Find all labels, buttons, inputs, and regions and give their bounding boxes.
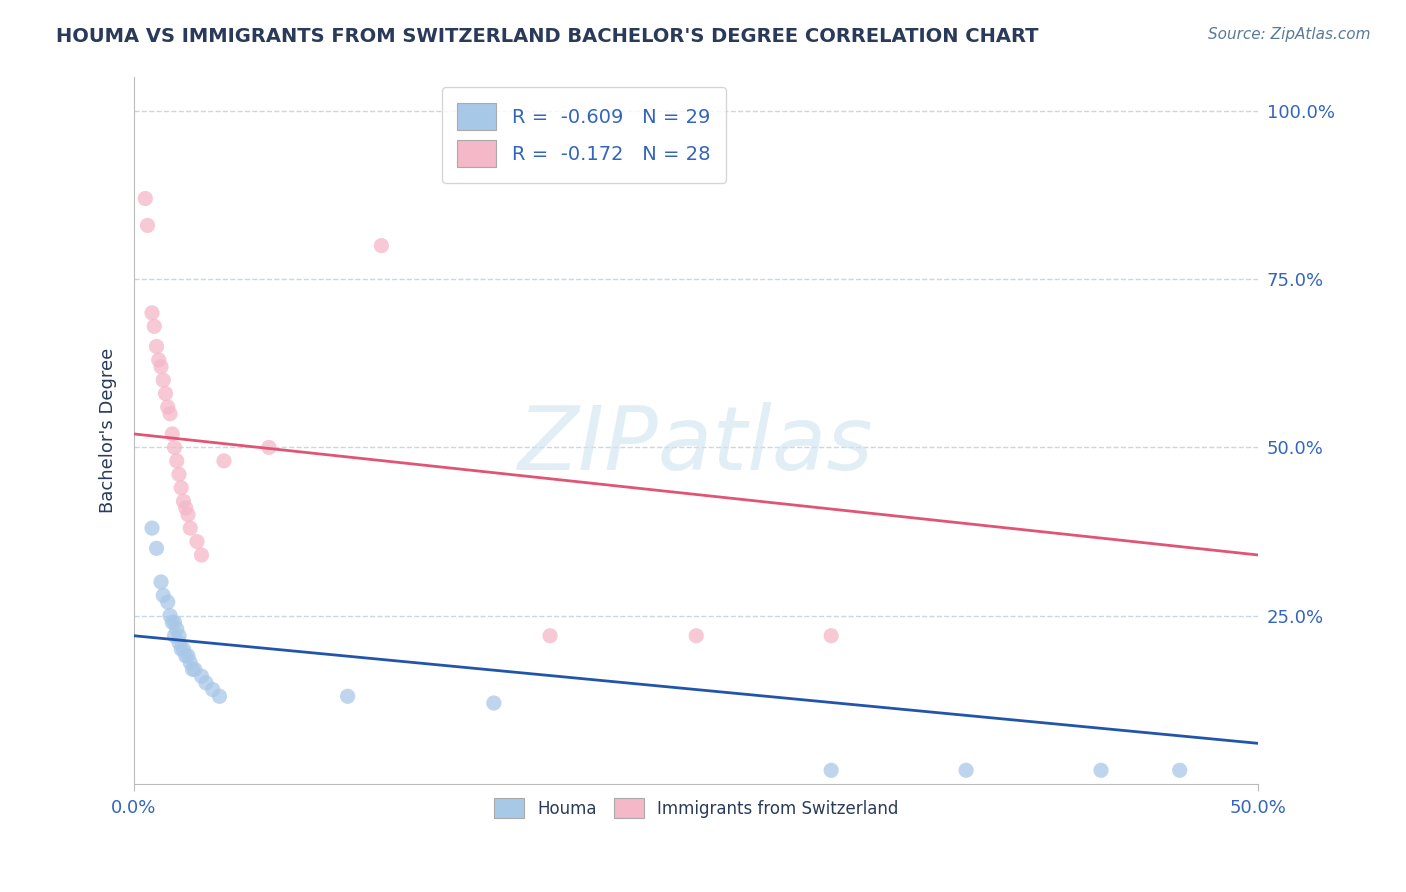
Point xyxy=(170,642,193,657)
Point xyxy=(336,690,359,704)
Point xyxy=(150,574,173,589)
Point xyxy=(685,629,707,643)
Point xyxy=(482,696,505,710)
Y-axis label: Bachelor's Degree: Bachelor's Degree xyxy=(100,348,117,513)
Text: HOUMA VS IMMIGRANTS FROM SWITZERLAND BACHELOR'S DEGREE CORRELATION CHART: HOUMA VS IMMIGRANTS FROM SWITZERLAND BAC… xyxy=(56,27,1039,45)
Point xyxy=(174,500,197,515)
Point xyxy=(156,595,179,609)
Point xyxy=(820,764,842,778)
Legend: Houma, Immigrants from Switzerland: Houma, Immigrants from Switzerland xyxy=(488,791,905,825)
Point xyxy=(152,588,174,602)
Point xyxy=(143,319,166,334)
Text: ZIPatlas: ZIPatlas xyxy=(519,401,875,488)
Point xyxy=(159,407,181,421)
Point xyxy=(141,306,163,320)
Point xyxy=(174,648,197,663)
Point xyxy=(955,764,977,778)
Point xyxy=(155,386,177,401)
Point xyxy=(141,521,163,535)
Point xyxy=(181,662,204,676)
Point xyxy=(148,353,170,368)
Point xyxy=(179,656,201,670)
Point xyxy=(136,219,159,233)
Point xyxy=(1090,764,1112,778)
Point xyxy=(150,359,173,374)
Point xyxy=(162,615,184,630)
Point xyxy=(145,339,167,353)
Point xyxy=(173,642,195,657)
Point xyxy=(179,521,201,535)
Point xyxy=(163,629,186,643)
Point xyxy=(163,615,186,630)
Point xyxy=(173,494,195,508)
Point xyxy=(167,467,190,482)
Point xyxy=(190,548,212,562)
Point xyxy=(208,690,231,704)
Text: Source: ZipAtlas.com: Source: ZipAtlas.com xyxy=(1208,27,1371,42)
Point xyxy=(820,629,842,643)
Point xyxy=(170,481,193,495)
Point xyxy=(177,508,200,522)
Point xyxy=(156,400,179,414)
Point xyxy=(212,454,235,468)
Point xyxy=(190,669,212,683)
Point xyxy=(152,373,174,387)
Point xyxy=(538,629,561,643)
Point xyxy=(163,441,186,455)
Point xyxy=(184,662,207,676)
Point xyxy=(166,622,188,636)
Point xyxy=(195,676,218,690)
Point xyxy=(177,648,200,663)
Point xyxy=(134,192,156,206)
Point xyxy=(159,608,181,623)
Point xyxy=(370,238,392,252)
Point xyxy=(166,454,188,468)
Point xyxy=(201,682,224,697)
Point xyxy=(145,541,167,556)
Point xyxy=(167,629,190,643)
Point xyxy=(167,635,190,649)
Point xyxy=(1168,764,1191,778)
Point xyxy=(257,441,280,455)
Point xyxy=(162,426,184,441)
Point xyxy=(186,534,208,549)
